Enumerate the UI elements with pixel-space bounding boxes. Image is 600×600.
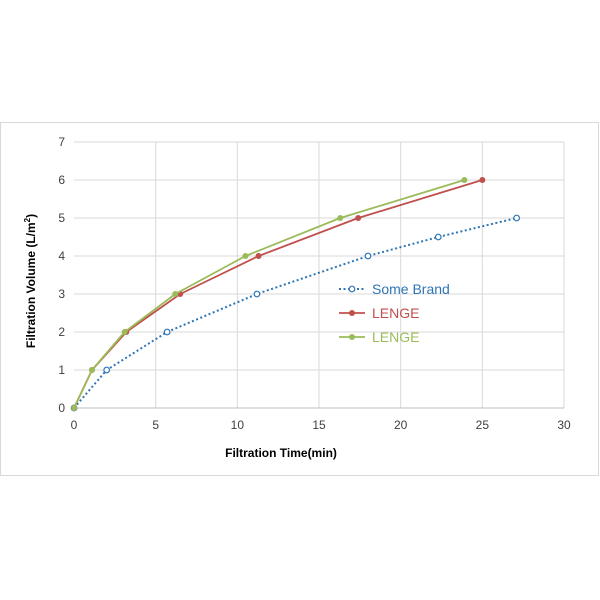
legend-label: LENGE (372, 305, 419, 321)
data-point (172, 291, 179, 297)
chart-frame: 0 5 10 15 20 25 30 0 1 2 3 4 5 6 7 Some Brand LENGE LEN… (0, 122, 599, 476)
series-some-brand-1 (70, 214, 521, 412)
legend: Some Brand LENGE LENGE (339, 281, 450, 345)
data-point (103, 366, 111, 374)
y-tick-label: 7 (58, 135, 65, 149)
y-tick-label: 6 (58, 173, 65, 187)
series-line (73, 217, 517, 409)
x-tick-label: 10 (231, 418, 245, 432)
y-axis-title-end: ) (24, 214, 38, 218)
data-point (513, 214, 521, 222)
y-tick-label: 4 (58, 249, 65, 263)
data-point (88, 367, 95, 373)
x-tick-label: 15 (312, 418, 326, 432)
y-tick-label: 2 (58, 325, 65, 339)
y-tick-label: 1 (58, 363, 65, 377)
x-axis-title: Filtration Time(min) (225, 446, 337, 460)
y-tick-label: 0 (58, 401, 65, 415)
data-point (253, 290, 261, 298)
legend-item: Some Brand (339, 281, 450, 297)
y-tick-label: 3 (58, 287, 65, 301)
data-point (434, 233, 442, 241)
data-point (479, 177, 486, 183)
legend-marker (348, 285, 356, 293)
y-axis-title-superscript: 2 (23, 217, 32, 222)
data-point (461, 177, 468, 183)
x-tick-label: 30 (557, 418, 571, 432)
legend-item: LENGE (339, 329, 419, 345)
line-chart: 0 5 10 15 20 25 30 0 1 2 3 4 5 6 7 Some Brand LENGE LEN… (23, 135, 571, 460)
y-tick-label: 5 (58, 211, 65, 225)
data-point (71, 405, 77, 411)
legend-item: LENGE (339, 305, 419, 321)
data-point (364, 252, 372, 260)
data-point (337, 215, 344, 221)
series-group (70, 177, 521, 412)
data-point (355, 215, 362, 221)
data-point (255, 253, 262, 259)
y-axis-title-main: Filtration Volume (L/m (24, 222, 38, 348)
y-axis-title: Filtration Volume (L/m2) (23, 214, 38, 348)
x-tick-label: 25 (476, 418, 490, 432)
data-point (163, 328, 171, 336)
legend-marker (349, 310, 355, 316)
x-tick-labels: 0 5 10 15 20 25 30 (71, 418, 571, 432)
legend-label: Some Brand (372, 281, 450, 297)
series-lenge-3 (71, 177, 468, 411)
legend-marker (349, 334, 355, 340)
data-point (242, 253, 249, 259)
x-tick-label: 5 (152, 418, 159, 432)
gridlines (74, 141, 565, 408)
x-tick-label: 0 (71, 418, 78, 432)
legend-label: LENGE (372, 329, 419, 345)
data-point (121, 329, 128, 335)
x-tick-label: 20 (394, 418, 408, 432)
y-tick-labels: 0 1 2 3 4 5 6 7 (58, 135, 65, 415)
